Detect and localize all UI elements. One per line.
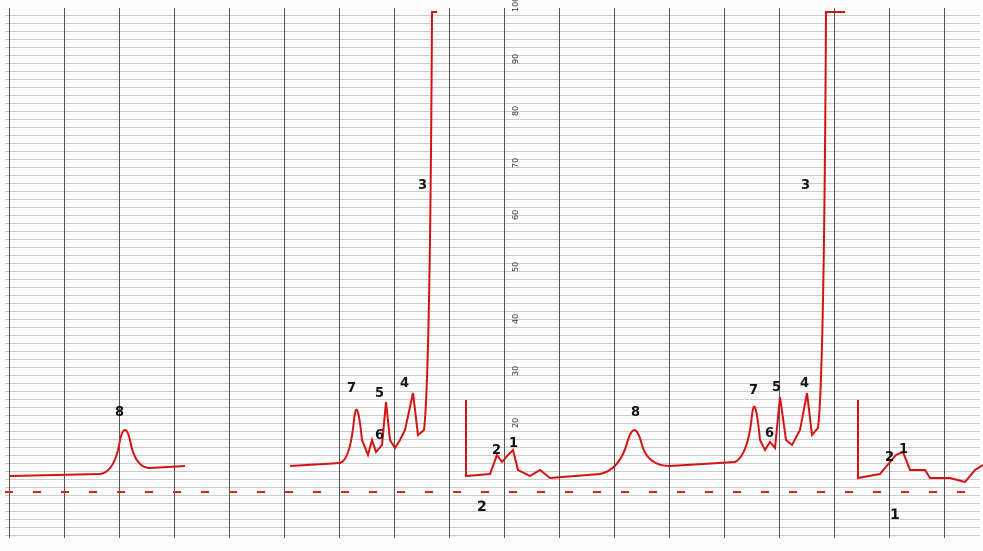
scale-label: 30	[511, 366, 520, 376]
scale-label: 80	[511, 106, 520, 116]
peak-label: 2	[885, 450, 894, 465]
scale-label: 40	[511, 314, 520, 324]
peak-label: 4	[800, 376, 809, 391]
peak-label: 8	[115, 405, 124, 420]
peak-label: 2	[492, 443, 501, 458]
peak-label: 3	[418, 178, 427, 193]
peak-label: 1	[509, 436, 518, 451]
page: 8 7 6 5 4 3 2 1 8 7 6 5 4 3 2 1 2 1 20 30…	[0, 0, 983, 551]
peak-label: 4	[400, 376, 409, 391]
peak-label: 6	[765, 426, 774, 441]
scale-label: 60	[511, 210, 520, 220]
peak-label: 7	[749, 383, 758, 398]
peak-label: 7	[347, 381, 356, 396]
scale-label: 90	[511, 54, 520, 64]
peak-label: 5	[375, 386, 384, 401]
vertical-rules	[5, 8, 980, 538]
peak-label: 8	[631, 405, 640, 420]
panel-number: 2	[477, 499, 487, 515]
scale-label: 20	[511, 418, 520, 428]
scale-label: 100	[511, 0, 520, 12]
panel-number: 1	[890, 507, 900, 523]
scale-label: 50	[511, 262, 520, 272]
peak-label: 3	[801, 178, 810, 193]
peak-label: 1	[899, 442, 908, 457]
chart-paper: 8 7 6 5 4 3 2 1 8 7 6 5 4 3 2 1 2 1 20 30…	[0, 0, 983, 551]
peak-label: 5	[772, 380, 781, 395]
peak-label: 6	[375, 428, 384, 443]
scale-label: 70	[511, 158, 520, 168]
